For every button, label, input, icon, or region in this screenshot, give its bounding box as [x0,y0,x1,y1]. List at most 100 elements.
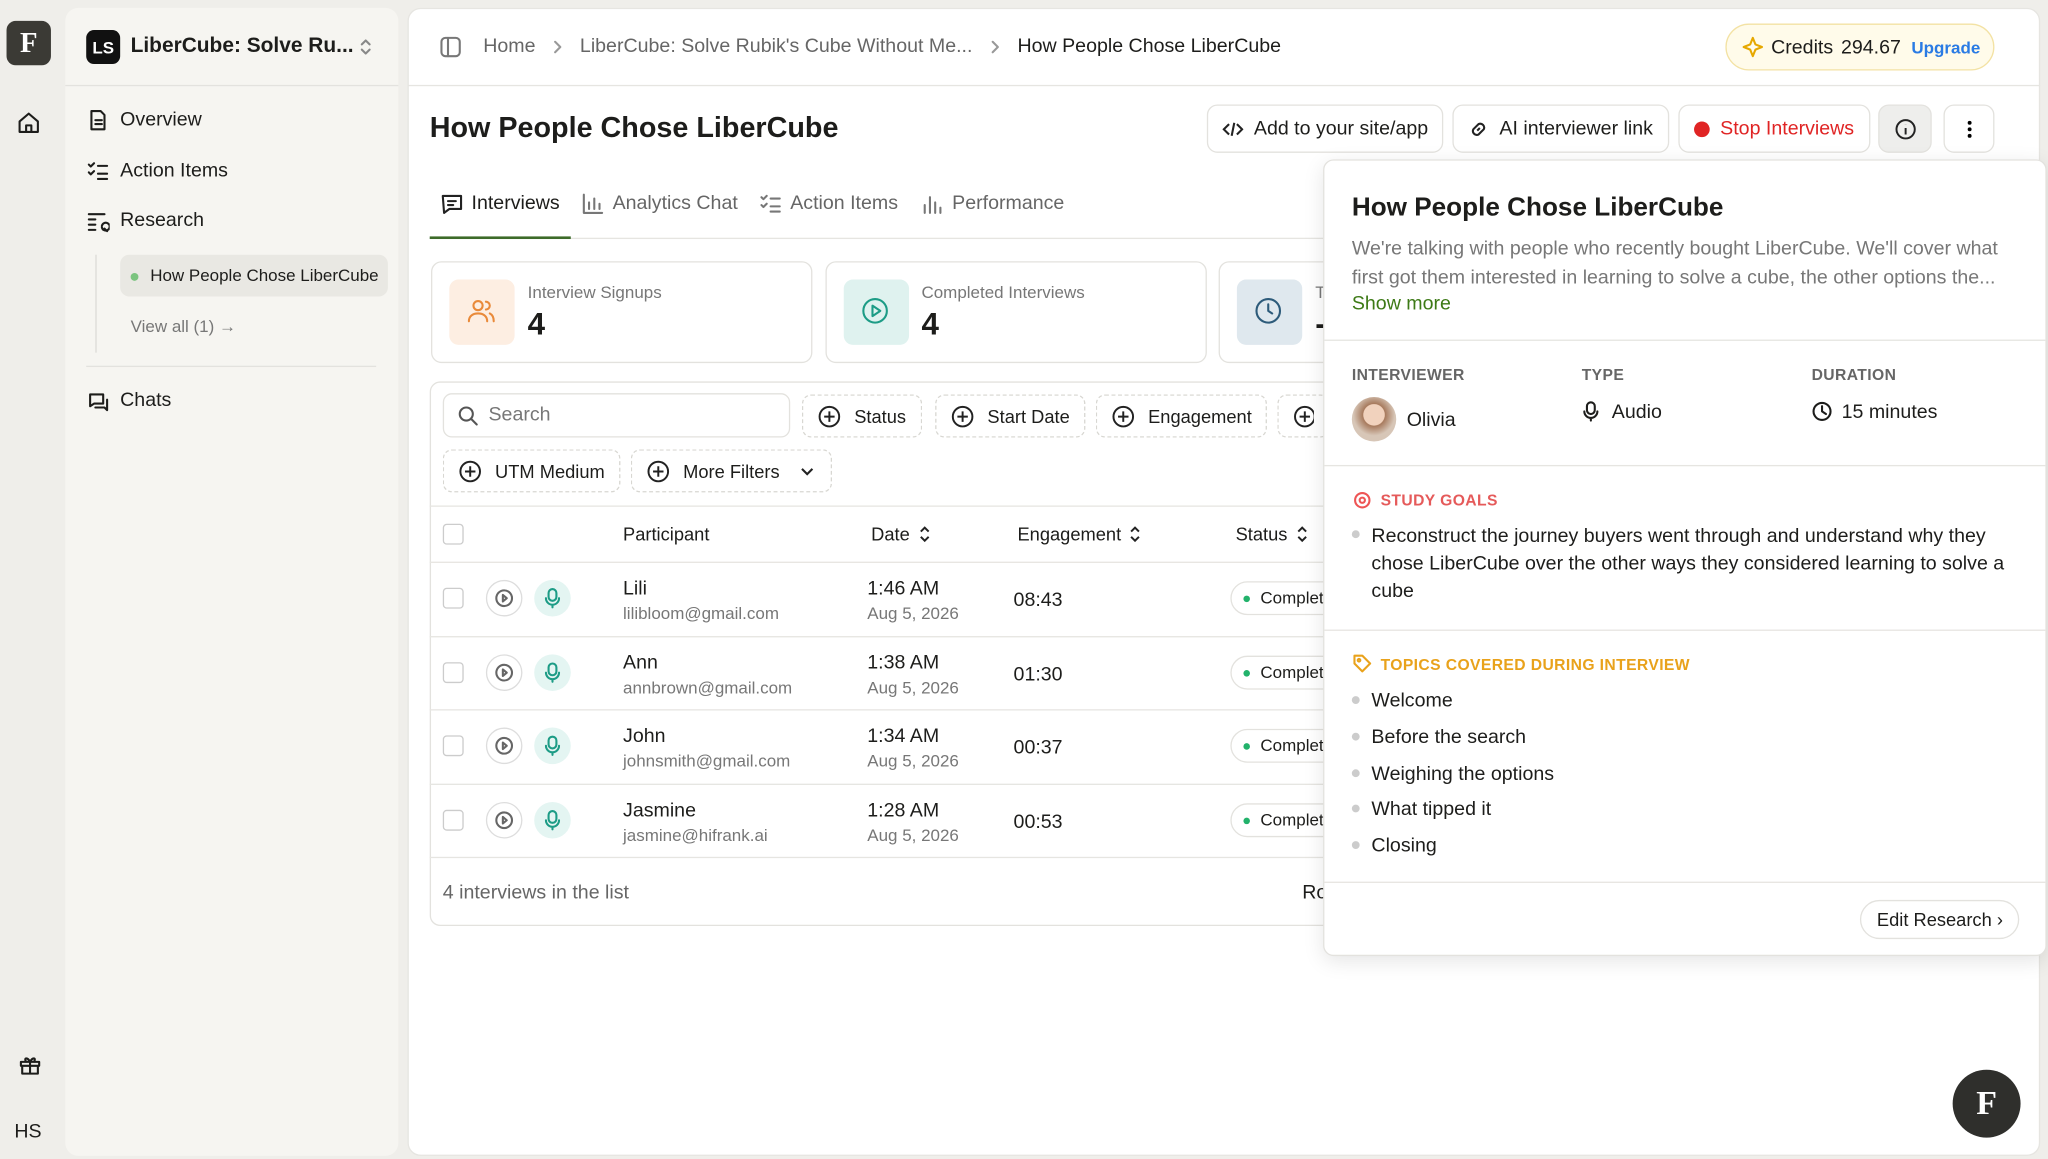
checkbox[interactable] [442,661,464,683]
tab-underline [429,236,571,240]
column-header[interactable]: Date [871,524,931,545]
stat-value: 4 [921,306,939,343]
play-button[interactable] [485,727,523,765]
gift-icon[interactable] [18,1053,42,1077]
nav-item[interactable]: Action Items [120,159,228,182]
stat-card: Interview Signups 4 [431,261,813,364]
more-button[interactable] [1943,104,1995,153]
engagement: 00:53 [1013,810,1063,833]
chevron [554,40,562,54]
chevron [991,40,999,54]
filter-chip[interactable]: UTM Medium [442,449,621,493]
checkbox[interactable] [442,587,464,609]
engagement: 00:37 [1013,736,1063,759]
header-label: Engagement [1017,523,1122,545]
breadcrumb-item[interactable]: Home [483,35,536,58]
audio-badge [534,727,571,765]
user-initials[interactable]: HS [14,1120,42,1143]
sidebar-toggle[interactable] [439,35,463,59]
sidebar [65,7,399,1156]
stat-label: T [1315,282,1326,302]
divider [1324,464,2046,467]
workspace-badge[interactable]: LS [86,30,121,64]
rows-per-page: Ro [1302,881,1328,904]
filter-chip[interactable]: Start Date [935,394,1086,438]
filter-chip[interactable]: Engagement [1095,394,1268,438]
nav-icon [87,162,109,180]
link-button[interactable]: AI interviewer link [1452,104,1669,153]
row-divider [429,709,1324,711]
upgrade[interactable]: Upgrade [1911,37,1981,57]
avatar [1351,397,1397,442]
divider [407,84,2041,87]
search[interactable]: Search [442,393,791,438]
participant-email: jasmine@hifrank.ai [623,824,768,845]
nav-item[interactable]: Overview [120,108,202,131]
date: Aug 5, 2026 [867,751,959,771]
play-button[interactable] [485,653,523,691]
nav-item[interactable]: Chats [120,389,172,412]
page-title: How People Chose LiberCube [429,111,839,144]
topic: Weighing the options [1371,762,1555,785]
stat-label: Interview Signups [527,282,662,302]
filter-chip[interactable]: More Filters [630,449,832,493]
tab[interactable]: Interviews [471,191,560,215]
participant-email: annbrown@gmail.com [623,677,793,697]
checkbox[interactable] [442,523,464,545]
column-header[interactable]: Status [1236,524,1309,545]
view-all[interactable]: View all (1) → [130,316,236,336]
search-icon [458,406,478,426]
checkbox[interactable] [442,735,464,757]
meta-label: INTERVIEWER [1351,365,1465,384]
column-header[interactable]: Engagement [1017,524,1142,545]
tab-icon [760,194,781,213]
filter-chip[interactable]: Status [801,394,922,438]
popover-description: We're talking with people who recently b… [1351,237,1998,289]
edit-research[interactable]: Edit Research › [1859,899,2020,940]
goals-icon [1354,492,1371,509]
divider [1324,881,2046,883]
filter-chip-clipped[interactable] [1277,394,1330,438]
play-button[interactable] [485,801,523,838]
stop-button[interactable]: Stop Interviews [1678,104,1870,153]
tab[interactable]: Performance [952,191,1065,215]
tab[interactable]: Action Items [790,191,898,215]
meta-icon [1583,401,1599,422]
bullet [1351,768,1360,777]
tab[interactable]: Analytics Chat [612,191,738,215]
bullet [1351,805,1360,813]
date: Aug 5, 2026 [867,677,959,697]
status-label: Complet [1260,661,1324,682]
embed-button[interactable]: Add to your site/app [1206,104,1444,153]
credits[interactable]: Credits 294.67 Upgrade [1725,23,1995,71]
checkbox[interactable] [442,809,464,831]
engagement: 08:43 [1013,589,1063,612]
home-icon[interactable] [16,110,42,136]
divider [86,365,377,368]
stat-value: 4 [527,306,546,343]
bullet [1351,530,1360,539]
info-button[interactable] [1878,104,1932,153]
header-label: Status [1235,523,1288,545]
button-label: Add to your site/app [1253,117,1429,140]
logo[interactable]: F [6,20,51,66]
chip-label: UTM Medium [495,460,605,482]
search-placeholder: Search [488,403,551,426]
workspace-name[interactable]: LiberCube: Solve Ru... [130,35,354,58]
topic: Closing [1371,834,1437,858]
nav-item[interactable]: Research [120,208,205,232]
show-more[interactable]: Show more [1351,292,1451,315]
help-button[interactable]: F [1952,1069,2021,1138]
play-button[interactable] [485,579,523,617]
audio-badge [534,801,571,838]
date: Aug 5, 2026 [867,603,959,624]
breadcrumb-item[interactable]: LiberCube: Solve Rubik's Cube Without Me… [579,35,973,58]
goal: Reconstruct the journey buyers went thro… [1371,525,2005,603]
time: 1:28 AM [867,798,940,821]
time: 1:34 AM [867,724,940,748]
sub-item[interactable]: How People Chose LiberCube [120,254,388,297]
meta-value: Audio [1611,400,1662,424]
participant-name: Jasmine [623,798,696,821]
